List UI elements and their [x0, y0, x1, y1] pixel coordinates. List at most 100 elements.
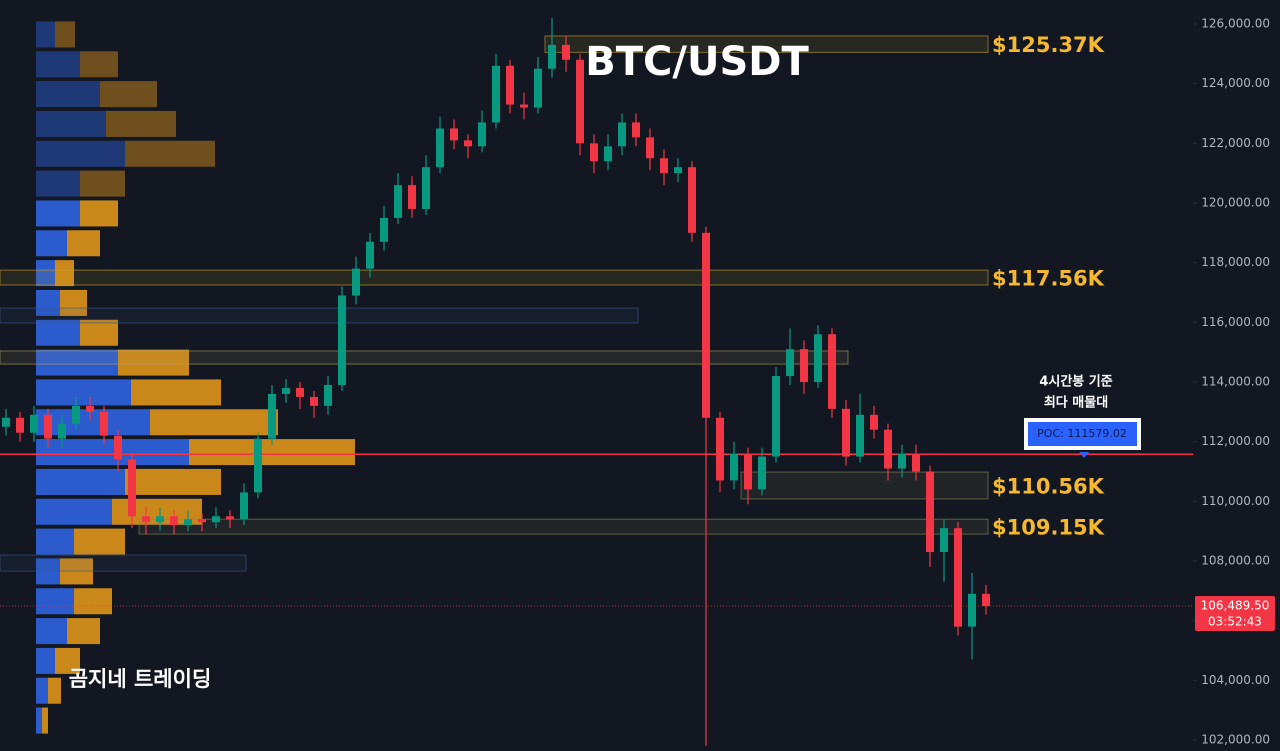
profile-buy — [36, 200, 80, 227]
candle-body — [758, 456, 766, 490]
profile-buy — [36, 170, 80, 197]
profile-sell — [55, 647, 80, 674]
y-tick-label: 120,000.00 — [1201, 196, 1270, 210]
candle-body — [170, 516, 178, 526]
profile-sell — [125, 468, 221, 495]
candle-body — [324, 384, 332, 406]
profile-sell — [42, 707, 48, 734]
candle-body — [450, 128, 458, 141]
candle-body — [870, 414, 878, 430]
y-tick-label: 116,000.00 — [1201, 315, 1270, 329]
candle-body — [492, 65, 500, 123]
profile-sell — [55, 21, 75, 48]
profile-sell — [131, 379, 221, 406]
profile-buy — [36, 230, 67, 257]
candle-body — [968, 593, 976, 627]
candle-body — [58, 423, 66, 439]
candle-body — [618, 122, 626, 147]
zone — [0, 269, 989, 286]
candle-body — [16, 417, 24, 433]
profile-buy — [36, 528, 74, 555]
candle-body — [114, 435, 122, 460]
candle-body — [982, 593, 990, 607]
profile-sell — [106, 110, 176, 137]
y-tick-label: 124,000.00 — [1201, 76, 1270, 90]
profile-buy — [36, 260, 55, 287]
candle-body — [548, 44, 556, 69]
profile-buy — [36, 319, 80, 346]
candle-body — [898, 453, 906, 469]
last-price-box — [1195, 596, 1275, 632]
annotation: 최다 매물대 — [1044, 395, 1108, 411]
candle-body — [212, 516, 220, 523]
candle-body — [254, 438, 262, 493]
profile-buy — [36, 439, 189, 466]
candle-body — [296, 387, 304, 397]
zone — [544, 35, 989, 53]
candle-body — [842, 408, 850, 457]
candle-body — [282, 387, 290, 394]
profile-sell — [100, 81, 157, 108]
candle-body — [100, 411, 108, 436]
candle-body — [44, 414, 52, 439]
candle-body — [716, 417, 724, 481]
candle-body — [338, 295, 346, 385]
profile-buy — [36, 647, 55, 674]
candle-body — [856, 414, 864, 457]
zone — [0, 307, 639, 324]
candle-body — [730, 453, 738, 481]
candle-body — [604, 146, 612, 162]
candle-body — [912, 453, 920, 472]
profile-buy — [36, 707, 42, 734]
candle-body — [646, 137, 654, 159]
candle-body — [72, 405, 80, 424]
last-price-label: 106,489.50 — [1201, 599, 1270, 613]
candle-body — [436, 128, 444, 168]
profile-buy — [36, 468, 125, 495]
candle-body — [884, 429, 892, 469]
profile-sell — [150, 409, 278, 436]
candle-body — [86, 405, 94, 412]
candle-body — [128, 459, 136, 517]
zone — [138, 518, 989, 535]
candle-body — [408, 185, 416, 209]
profile-sell — [125, 140, 215, 167]
candle-body — [660, 158, 668, 174]
chart-title: BTC/USDT — [585, 39, 809, 85]
candle-body — [478, 122, 486, 147]
profile-buy — [36, 409, 150, 436]
y-tick-label: 104,000.00 — [1201, 673, 1270, 687]
candle-body — [954, 528, 962, 627]
candle-body — [590, 143, 598, 162]
candle-body — [30, 414, 38, 433]
candle-body — [688, 167, 696, 233]
candle-body — [814, 334, 822, 382]
profile-sell — [60, 289, 87, 316]
profile-buy — [36, 81, 100, 108]
poc-label: POC: 111579.02 — [1037, 427, 1127, 440]
zone-label: $125.37K — [992, 33, 1105, 57]
candle-body — [240, 492, 248, 520]
candle-body — [674, 167, 682, 174]
countdown: 03:52:43 — [1208, 615, 1262, 629]
candle-body — [576, 59, 584, 144]
candle-body — [268, 393, 276, 439]
y-tick-label: 126,000.00 — [1201, 17, 1270, 31]
profile-sell — [67, 618, 100, 645]
zone — [740, 471, 989, 500]
candle-body — [198, 519, 206, 523]
profile-buy — [36, 618, 67, 645]
candle-body — [926, 471, 934, 553]
candle-body — [422, 167, 430, 209]
y-tick-label: 122,000.00 — [1201, 136, 1270, 150]
candle-body — [366, 241, 374, 269]
candle-body — [310, 396, 318, 406]
profile-buy — [36, 498, 112, 525]
poc-pointer — [1079, 452, 1089, 458]
candle-body — [562, 44, 570, 60]
candle-body — [520, 104, 528, 108]
profile-buy — [36, 289, 60, 316]
candle-body — [352, 268, 360, 296]
y-tick-label: 114,000.00 — [1201, 374, 1270, 388]
